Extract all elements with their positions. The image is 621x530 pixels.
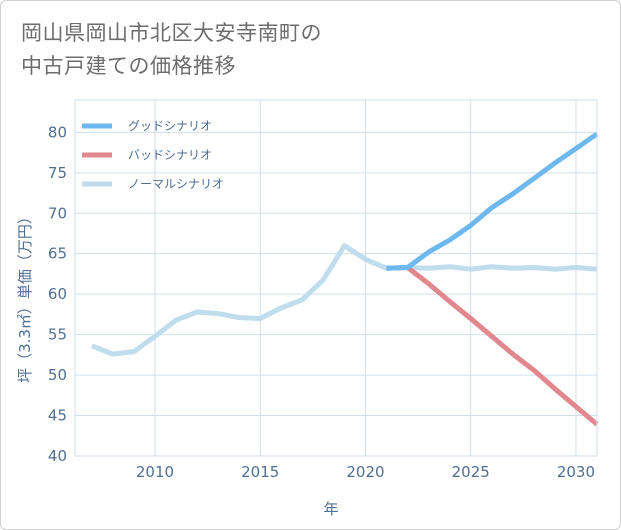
y-tick-label: 70 <box>48 204 67 222</box>
x-tick-label: 2030 <box>557 463 595 481</box>
x-axis-label: 年 <box>323 500 338 518</box>
bad-scenario-line <box>386 265 599 427</box>
y-tick-label: 40 <box>48 447 67 465</box>
good-scenario-line <box>386 131 599 271</box>
x-tick-labels: 2010 2015 2020 2025 2030 <box>136 463 595 481</box>
y-axis-label: 坪（3.3㎡）単価（万円） <box>16 209 34 383</box>
bad-scenario-legend-label: バッドシナリオ <box>128 148 212 162</box>
series-lines <box>90 131 599 427</box>
chart-title: 岡山県岡山市北区大安寺南町の 中古戸建ての価格推移 <box>21 17 581 83</box>
normal-scenario-legend-label: ノーマルシナリオ <box>128 177 224 191</box>
y-tick-label: 45 <box>48 407 67 425</box>
good-scenario-legend-label: グッドシナリオ <box>128 119 212 133</box>
plot-area-border <box>74 99 598 457</box>
x-tick-label: 2025 <box>452 463 490 481</box>
normal-scenario-line <box>90 243 598 357</box>
y-tick-label: 75 <box>48 164 67 182</box>
x-tick-label: 2015 <box>241 463 279 481</box>
chart-title-line-1: 岡山県岡山市北区大安寺南町の <box>21 21 322 45</box>
plot-border <box>74 99 598 457</box>
y-tick-label: 55 <box>48 326 67 344</box>
y-tick-label: 60 <box>48 285 67 303</box>
y-tick-label: 65 <box>48 245 67 263</box>
x-tick-label: 2020 <box>346 463 384 481</box>
x-tick-label: 2010 <box>136 463 174 481</box>
y-tick-labels: 40 45 50 55 60 65 70 75 80 <box>48 123 67 465</box>
y-tick-label: 50 <box>48 366 67 384</box>
chart-title-line-2: 中古戸建ての価格推移 <box>21 54 236 78</box>
y-tick-label: 80 <box>48 123 67 141</box>
